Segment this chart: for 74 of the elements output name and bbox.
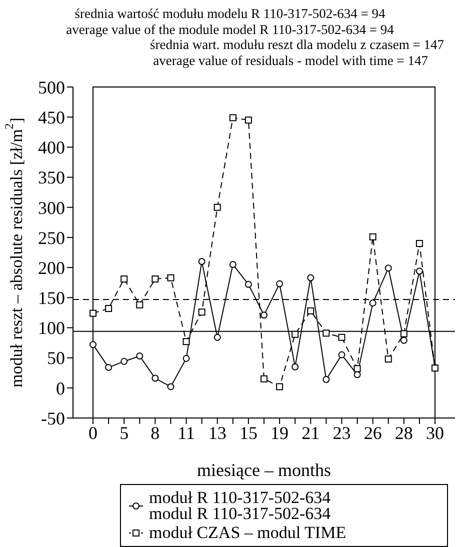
text: średnia wart. modułu reszt dla modelu z czasem = 147: [148, 37, 445, 52]
point: [400, 330, 408, 338]
point: [214, 204, 221, 211]
point: [152, 275, 159, 282]
y-tick-label: 150: [38, 288, 65, 308]
point: [307, 307, 314, 314]
point: [322, 376, 330, 383]
point: [214, 334, 221, 341]
point: [354, 371, 361, 378]
point: [90, 310, 96, 317]
point: [229, 114, 236, 122]
point: [338, 334, 346, 341]
x-tick-label: 28: [394, 422, 413, 443]
point: [276, 280, 284, 288]
point: [292, 330, 299, 338]
y-tick-label: 400: [38, 138, 65, 158]
y-tick-label: 50: [47, 348, 65, 368]
x-axis-title: miesiące – months: [197, 460, 331, 480]
legend-label: moduł CZAS – modul TIME: [149, 523, 346, 542]
y-tick-label: 350: [38, 168, 65, 188]
point: [167, 274, 174, 282]
y-tick-label: 500: [38, 77, 65, 98]
point: [384, 356, 392, 363]
y-tick-label: 100: [38, 318, 65, 338]
y-tick-label: 250: [38, 228, 65, 248]
x-tick-label: 8: [150, 422, 160, 443]
point: [322, 330, 330, 337]
point: [384, 264, 392, 272]
point: [260, 375, 268, 382]
point: [167, 383, 174, 390]
point: [416, 268, 423, 275]
point: [276, 383, 284, 390]
point: [292, 363, 299, 370]
point: [244, 116, 252, 124]
point: [369, 300, 376, 307]
x-tick-label: 23: [332, 422, 351, 443]
point: [416, 240, 423, 247]
y-tick-label: 0: [56, 378, 65, 398]
point: [105, 304, 112, 312]
point: [198, 308, 206, 316]
point: [338, 351, 346, 358]
y-tick-label: -50: [41, 408, 65, 428]
y-tick-label: 300: [38, 198, 65, 218]
x-tick-label: 21: [302, 422, 320, 443]
y-tick-label: 200: [38, 258, 65, 278]
point: [152, 374, 159, 382]
point: [136, 301, 144, 308]
x-tick-label: 19: [270, 422, 289, 443]
y-tick-label: 450: [38, 107, 65, 128]
point: [182, 354, 190, 362]
text: średnia wartość modułu modelu R 110-317-502-634 = 94: [74, 6, 386, 22]
x-tick-label: 5: [120, 422, 129, 443]
x-tick-label: 26: [364, 422, 382, 443]
point: [90, 341, 96, 348]
x-tick-label: 13: [208, 422, 226, 443]
point: [400, 336, 408, 344]
text: average value of residuals - model with time = 147: [152, 52, 429, 68]
point: [120, 275, 128, 282]
point: [198, 258, 206, 266]
point: [182, 338, 190, 346]
point: [260, 312, 268, 319]
point: [136, 352, 144, 360]
point: [354, 365, 361, 372]
point: [120, 358, 128, 365]
x-tick-label: 30: [426, 422, 444, 443]
point: [244, 280, 252, 288]
text: average value of the module model R 110-317-502-634 = 94: [65, 22, 395, 37]
point: [369, 233, 376, 240]
x-tick-label: 11: [178, 422, 195, 443]
point: [105, 364, 112, 371]
x-tick-label: 15: [239, 422, 258, 443]
x-tick-label: 0: [88, 422, 98, 443]
point: [229, 261, 236, 268]
point: [307, 274, 314, 282]
